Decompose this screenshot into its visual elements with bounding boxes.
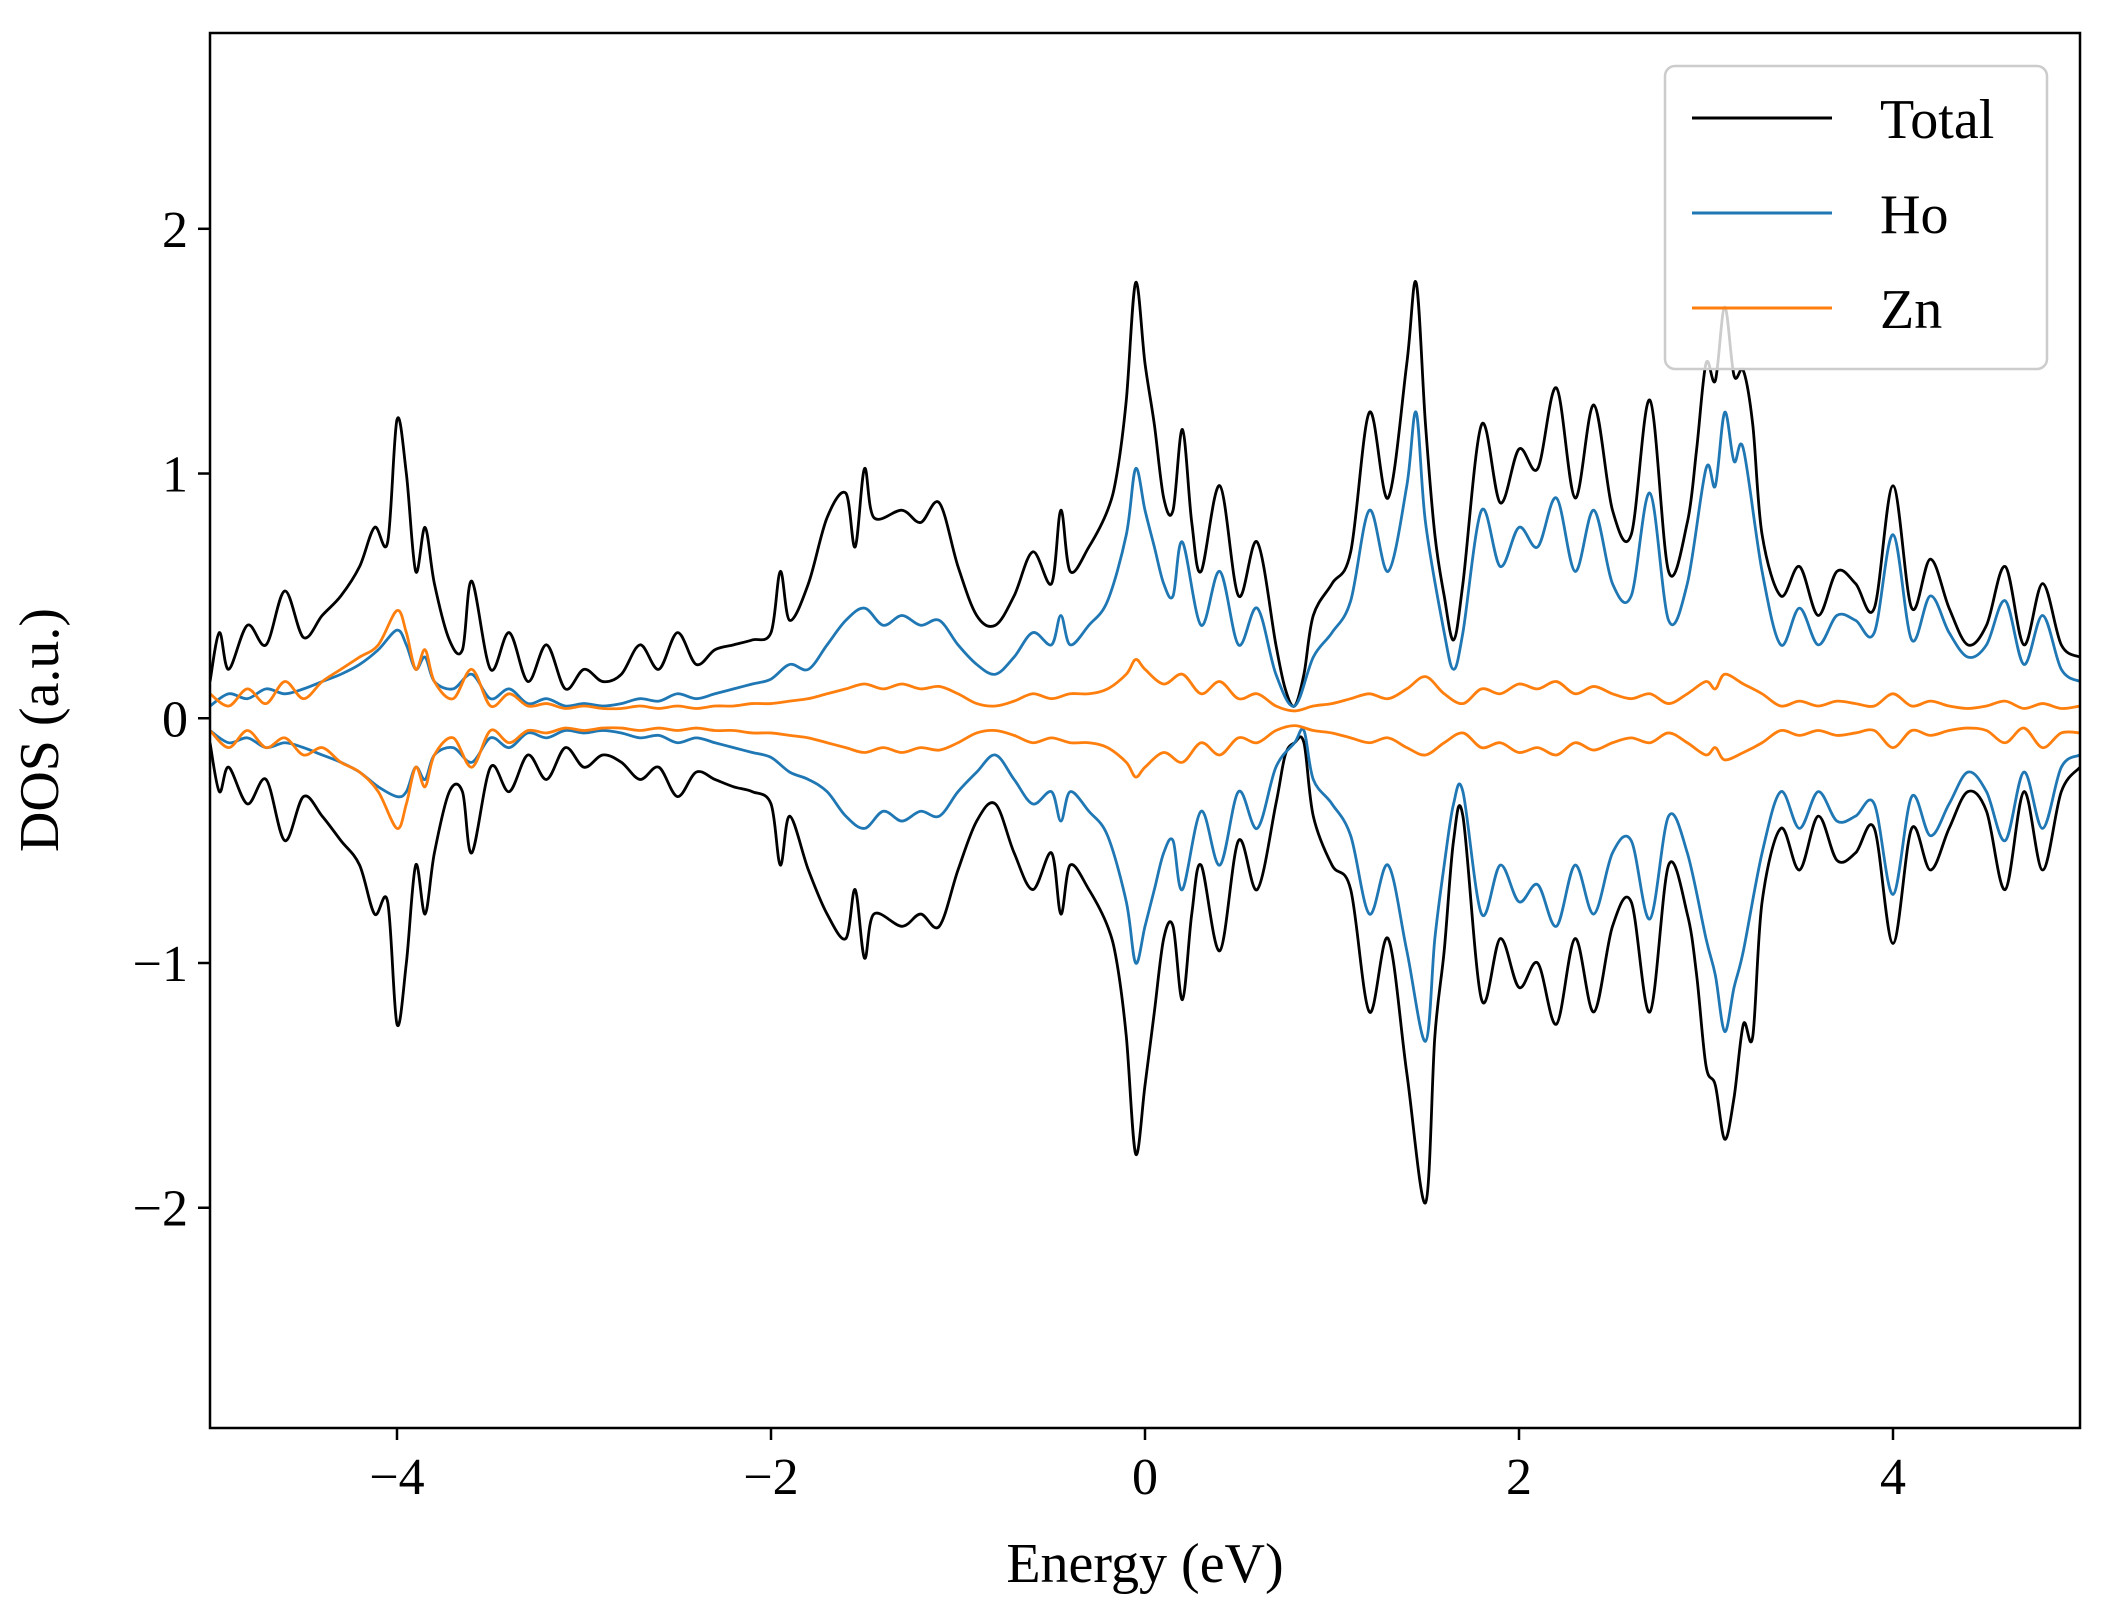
x-tick-label: −4	[369, 1449, 424, 1506]
legend-label-ho: Ho	[1880, 184, 1948, 246]
series-line-ho-spin-up	[210, 410, 2080, 708]
legend-box	[1663, 64, 2049, 371]
legend-label-zn: Zn	[1880, 279, 1942, 341]
x-axis-label: Energy (eV)	[1006, 1533, 1283, 1595]
legend-label-total: Total	[1880, 89, 1994, 151]
x-tick-label: 0	[1132, 1449, 1158, 1506]
y-axis: −2 −1 0 1 2	[133, 202, 210, 1238]
x-tick-label: 2	[1506, 1449, 1532, 1506]
x-tick-label: −2	[743, 1449, 798, 1506]
series-line-zn-spin-up	[210, 609, 2080, 713]
x-axis: −4 −2 0 2 4	[369, 1428, 1906, 1506]
series-line-zn-spin-down	[210, 724, 2080, 830]
y-tick-label: −1	[133, 936, 188, 993]
y-tick-label: 0	[162, 691, 188, 748]
series-line-total-spin-down	[210, 735, 2080, 1205]
series-layer	[210, 280, 2080, 1205]
y-tick-label: 1	[162, 447, 188, 504]
y-tick-label: −2	[133, 1181, 188, 1238]
series-line-ho-spin-down	[210, 727, 2080, 1043]
y-tick-label: 2	[162, 202, 188, 259]
y-axis-label: DOS (a.u.)	[9, 608, 71, 852]
legend: Total Ho Zn	[1663, 64, 2049, 371]
x-tick-label: 4	[1880, 1449, 1906, 1506]
